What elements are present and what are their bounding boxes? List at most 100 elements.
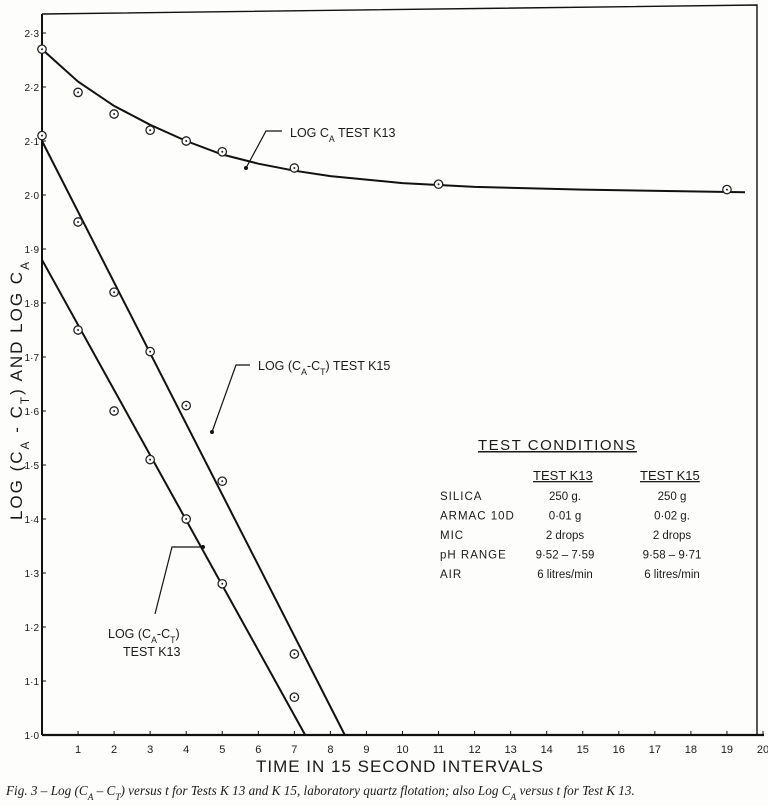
- x-tick-label: 3: [147, 744, 153, 756]
- x-tick-label: 13: [505, 744, 517, 756]
- x-axis-label: TIME IN 15 SECOND INTERVALS: [256, 757, 544, 776]
- leader-line: [211, 364, 250, 433]
- text-run: LOG C: [290, 126, 329, 140]
- text-run: versus t for Test K 13.: [516, 783, 635, 798]
- subscript: A: [301, 367, 307, 377]
- x-tick-label: 19: [721, 744, 733, 756]
- subscript: T: [170, 635, 176, 645]
- arrow-head-icon: [244, 166, 248, 170]
- data-point-center: [113, 410, 116, 412]
- condition-k13: 2 drops: [546, 530, 585, 542]
- y-tick-label: 1·0: [25, 731, 40, 742]
- test-conditions-title: TEST CONDITIONS: [478, 437, 637, 454]
- text-run: -C: [157, 627, 170, 641]
- data-point-center: [77, 91, 80, 94]
- text-run: ): [175, 627, 179, 641]
- data-point-center: [293, 696, 296, 699]
- subscript: A: [510, 792, 517, 802]
- column-header-k13: TEST K13: [533, 468, 593, 483]
- y-tick-label: 2·0: [25, 191, 40, 202]
- text-run: - C: [7, 404, 26, 439]
- x-tick-label: 10: [396, 744, 408, 756]
- condition-label: MIC: [440, 530, 464, 542]
- text-run: LOG (C: [7, 449, 26, 520]
- data-point-center: [437, 183, 440, 186]
- data-point-center: [185, 518, 188, 520]
- condition-rows: SILICA 250 g. 250 g ARMAC 10D 0·01 g 0·02 g. M…: [440, 491, 701, 581]
- condition-k13: 9·52 – 7·59: [536, 550, 595, 562]
- x-tick-label: 16: [613, 744, 625, 756]
- condition-label: pH RANGE: [440, 550, 507, 562]
- x-tick-label: 7: [291, 744, 297, 756]
- test-conditions-table: TEST CONDITIONS TEST K13 TEST K15 SILICA…: [440, 437, 701, 581]
- data-point-center: [41, 134, 43, 137]
- x-tick-label: 5: [219, 744, 225, 756]
- data-point-center: [113, 113, 116, 115]
- y-tick-label: 1·3: [25, 569, 40, 580]
- text-run: TEST K13: [335, 126, 396, 140]
- condition-row: pH RANGE 9·52 – 7·59 9·58 – 9·71: [440, 550, 701, 562]
- y-tick-label: 1·8: [25, 299, 40, 310]
- label-log-ca-ct-k15: LOG (CA-CT) TEST K15: [210, 359, 390, 434]
- x-tick-label: 9: [363, 744, 369, 756]
- condition-k13: 250 g.: [549, 491, 581, 503]
- subscript: A: [87, 792, 94, 802]
- arrow-head-icon: [201, 545, 205, 549]
- data-point-center: [221, 582, 224, 585]
- fit-line: [41, 140, 346, 736]
- y-tick-label: 2·2: [25, 83, 40, 94]
- x-tick-label: 17: [649, 744, 661, 756]
- text-run: LOG (C: [108, 627, 151, 641]
- subscript: T: [115, 792, 121, 802]
- leader-line: [154, 546, 203, 615]
- data-point-center: [77, 221, 80, 223]
- subscript: A: [18, 260, 32, 270]
- label-log-ca-ct-k13: LOG (CA-CT)TEST K13: [108, 545, 205, 659]
- condition-k13: 0·01 g: [549, 511, 582, 523]
- data-point-center: [221, 150, 224, 153]
- condition-k15: 0·02 g.: [654, 511, 690, 523]
- x-tick-label: 4: [183, 744, 189, 756]
- data-point-center: [725, 188, 728, 191]
- data-point-center: [221, 480, 224, 483]
- condition-row: ARMAC 10D 0·01 g 0·02 g.: [440, 511, 690, 523]
- series-3: [41, 259, 307, 736]
- series-1: [37, 44, 745, 195]
- condition-k13: 6 litres/min: [537, 569, 593, 581]
- condition-k15: 9·58 – 9·71: [643, 550, 702, 562]
- x-tick-label: 6: [255, 744, 261, 756]
- y-tick-label: 1·6: [25, 407, 40, 418]
- subscript: T: [320, 367, 326, 377]
- x-tick-label: 12: [468, 744, 480, 756]
- y-tick-label: 1·9: [25, 245, 40, 256]
- data-point-center: [185, 140, 188, 142]
- plot-frame: [41, 4, 764, 737]
- x-tick-label: 11: [433, 744, 444, 756]
- subscript: T: [18, 395, 32, 404]
- annotation-text: LOG (CA-CT) TEST K15: [258, 359, 390, 377]
- plot-border: [41, 4, 758, 735]
- x-tick-label: 14: [541, 744, 553, 756]
- fit-line: [41, 48, 745, 194]
- x-tick-label: 18: [685, 744, 697, 756]
- condition-k15: 2 drops: [653, 530, 692, 542]
- condition-k15: 250 g: [658, 491, 687, 503]
- y-tick-label: 1·1: [25, 677, 40, 688]
- annotation-text: TEST K13: [123, 645, 180, 659]
- y-tick-label: 1·5: [25, 461, 40, 472]
- y-axis-label: LOG (CA - CT) AND LOG CA: [7, 260, 32, 520]
- x-tick-label: 15: [577, 744, 589, 756]
- text-run: Fig. 3 – Log (C: [5, 783, 88, 798]
- text-run: LOG (C: [258, 359, 301, 373]
- y-tick-label: 1·7: [25, 353, 40, 364]
- y-tick-label: 2·3: [25, 29, 40, 40]
- data-point-center: [185, 404, 188, 407]
- condition-k15: 6 litres/min: [644, 569, 700, 581]
- leader-line: [245, 130, 282, 169]
- text-run: ) AND LOG C: [7, 270, 26, 395]
- y-tick-label: 2·1: [25, 137, 40, 148]
- arrow-head-icon: [210, 430, 214, 434]
